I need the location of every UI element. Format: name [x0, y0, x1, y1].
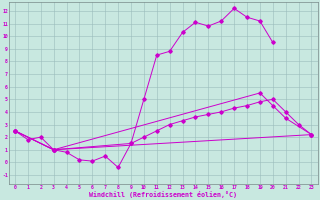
X-axis label: Windchill (Refroidissement éolien,°C): Windchill (Refroidissement éolien,°C)	[89, 191, 237, 198]
